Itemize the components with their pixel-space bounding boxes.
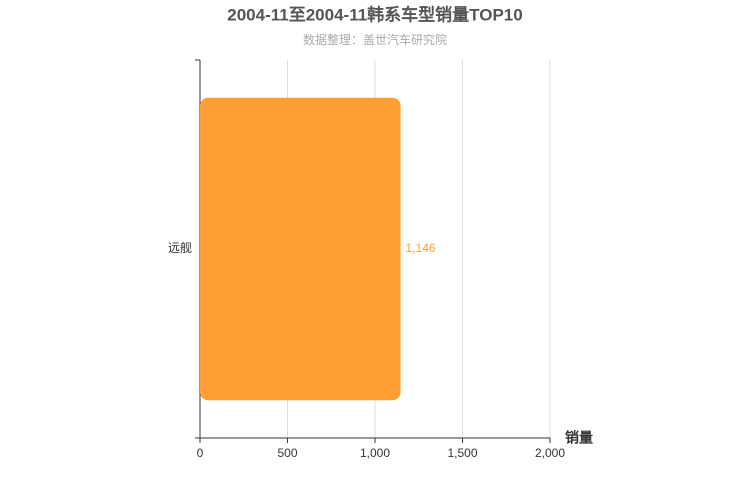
x-axis-label: 销量 <box>565 430 593 446</box>
x-tick-label: 500 <box>277 446 297 460</box>
chart-subtitle: 数据整理：盖世汽车研究院 <box>303 32 447 47</box>
y-tick-label: 远舰 <box>168 241 192 255</box>
chart-title: 2004-11至2004-11韩系车型销量TOP10 <box>227 4 522 24</box>
bar <box>200 97 401 401</box>
x-tick-label: 1,500 <box>447 446 477 460</box>
x-tick-label: 0 <box>197 446 204 460</box>
x-tick-label: 2,000 <box>535 446 565 460</box>
data-label: 1,146 <box>406 241 436 255</box>
x-tick-label: 1,000 <box>360 446 390 460</box>
